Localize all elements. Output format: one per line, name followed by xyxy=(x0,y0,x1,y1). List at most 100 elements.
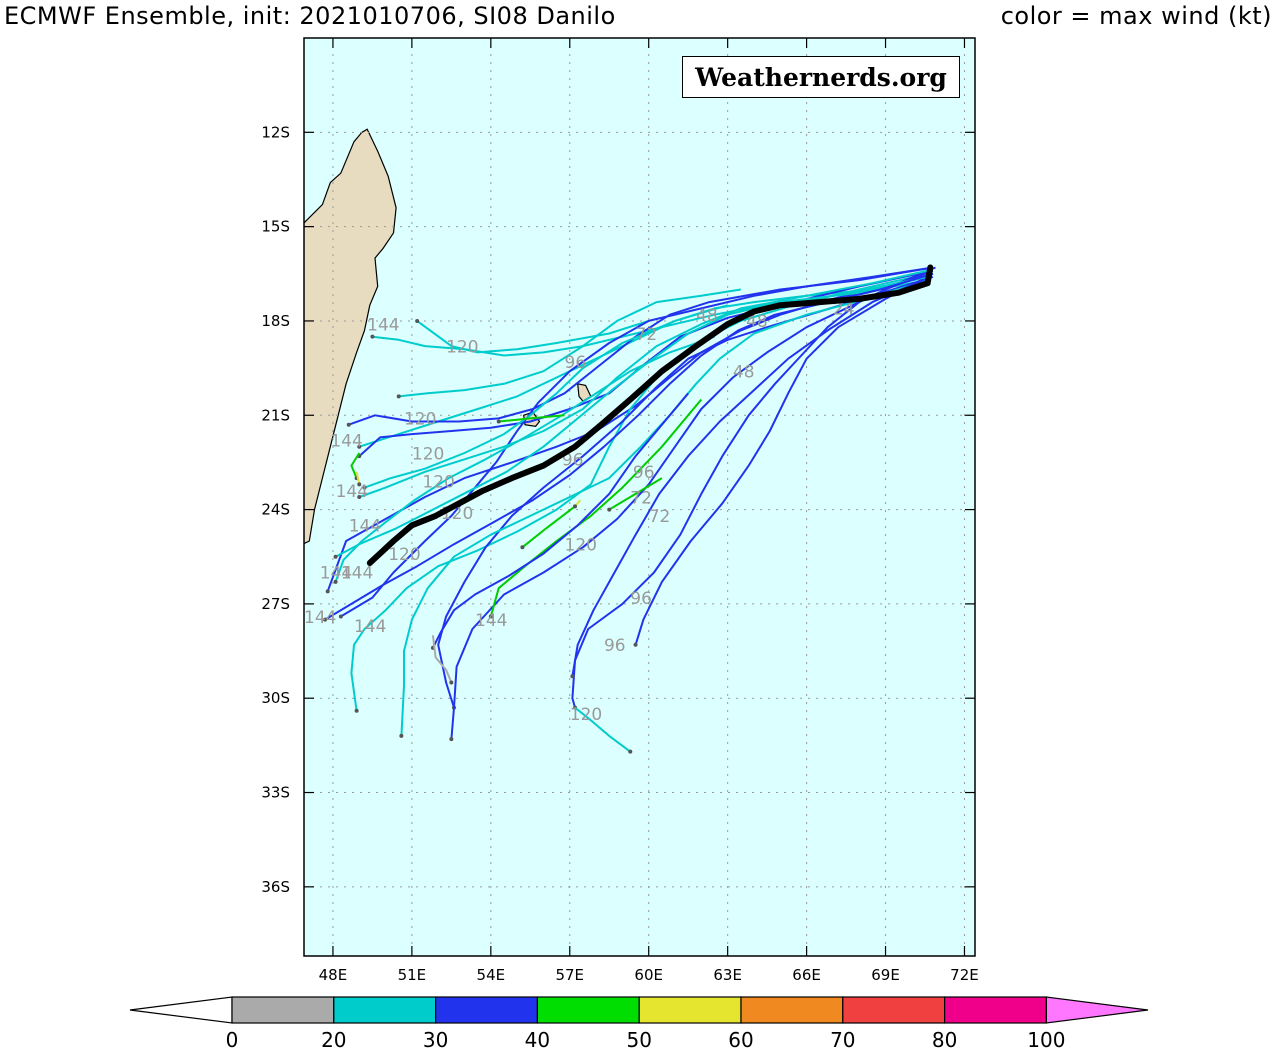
colorbar-under-arrow xyxy=(129,996,233,1024)
forecast-hour-label: 96 xyxy=(633,463,655,483)
colorbar-bin xyxy=(333,996,437,1024)
track-end-marker xyxy=(607,507,612,512)
forecast-hour-label: 144 xyxy=(367,315,399,335)
forecast-hour-label: 96 xyxy=(630,589,652,609)
colorbar-label: 60 xyxy=(728,1028,753,1052)
forecast-hour-label: 144 xyxy=(320,564,352,584)
ensemble-member-track xyxy=(571,266,936,708)
colorbar-bin xyxy=(231,996,335,1024)
colorbar-label: 100 xyxy=(1027,1028,1065,1052)
colorbar-label: 40 xyxy=(525,1028,550,1052)
ensemble-member-track xyxy=(498,414,565,423)
colorbar-bin xyxy=(638,996,742,1024)
ensemble-member-track xyxy=(340,266,934,618)
latitude-tick-label: 30S xyxy=(261,689,290,707)
madagascar-landmass xyxy=(304,128,397,545)
forecast-hour-label: 96 xyxy=(604,636,626,656)
forecast-hour-label: 72 xyxy=(649,507,671,527)
colorbar-bin xyxy=(740,996,844,1024)
ensemble-member-track xyxy=(358,269,928,498)
track-end-marker xyxy=(496,419,501,424)
track-end-marker xyxy=(323,617,328,622)
track-end-marker xyxy=(333,579,338,584)
ensemble-member-track xyxy=(450,269,934,740)
latitude-tick-label: 24S xyxy=(261,501,290,519)
forecast-hour-label: 48 xyxy=(746,312,768,332)
track-end-marker xyxy=(357,495,362,499)
longitude-tick-label: 57E xyxy=(555,966,584,984)
forecast-hour-label: 24 xyxy=(833,300,855,320)
longitude-tick-label: 69E xyxy=(871,966,900,984)
ensemble-member-track xyxy=(364,304,728,489)
longitude-tick-label: 54E xyxy=(477,966,506,984)
track-end-marker xyxy=(354,708,359,713)
forecast-hour-label: 120 xyxy=(565,535,597,555)
colorbar-label: 50 xyxy=(626,1028,651,1052)
forecast-hour-label: 48 xyxy=(696,306,718,326)
brand-watermark: Weathernerds.org xyxy=(682,56,960,98)
track-end-marker xyxy=(357,482,362,487)
forecast-hour-label: 144 xyxy=(349,517,381,537)
latitude-tick-label: 15S xyxy=(261,218,290,236)
longitude-tick-label: 48E xyxy=(319,966,348,984)
latitude-tick-label: 12S xyxy=(261,123,290,141)
colorbar-over-arrow xyxy=(1045,996,1149,1024)
ensemble-member-track xyxy=(398,288,741,398)
forecast-hour-label: 144 xyxy=(475,611,507,631)
forecast-hour-label: 48 xyxy=(733,363,755,383)
longitude-tick-label: 60E xyxy=(634,966,663,984)
ensemble-member-track xyxy=(634,272,934,646)
colorbar-label: 30 xyxy=(423,1028,448,1052)
forecast-hour-label: 120 xyxy=(404,410,436,430)
track-end-marker xyxy=(449,737,454,742)
ensemble-member-track xyxy=(400,279,928,736)
track-end-marker xyxy=(338,614,343,619)
latitude-tick-label: 27S xyxy=(261,595,290,613)
latitude-tick-label: 33S xyxy=(261,784,290,802)
forecast-hour-label: 144 xyxy=(336,482,368,502)
ensemble-member-track xyxy=(432,392,689,649)
track-end-marker xyxy=(362,485,367,490)
track-end-marker xyxy=(633,642,638,647)
forecast-hour-label: 72 xyxy=(636,325,658,345)
track-end-marker xyxy=(488,614,493,619)
track-end-marker xyxy=(370,334,375,339)
forecast-hour-label: 72 xyxy=(630,488,652,508)
graticule xyxy=(304,38,975,956)
track-end-marker xyxy=(570,674,575,679)
forecast-hour-label: 120 xyxy=(422,473,454,493)
ensemble-member-track xyxy=(350,452,361,479)
forecast-hour-label: 120 xyxy=(446,337,478,357)
latitude-tick-label: 18S xyxy=(261,312,290,330)
forecast-hour-label: 120 xyxy=(388,545,420,565)
ensemble-member-track xyxy=(355,471,361,485)
track-end-marker xyxy=(399,733,404,738)
track-end-marker xyxy=(449,680,454,685)
colorbar-label: 20 xyxy=(321,1028,346,1052)
mean-track-layer xyxy=(366,264,934,566)
ensemble-member-track xyxy=(416,319,650,354)
forecast-hour-label: 120 xyxy=(570,705,602,725)
ensemble-member-track xyxy=(574,706,631,753)
colorbar-bin xyxy=(435,996,539,1024)
longitude-tick-label: 66E xyxy=(792,966,821,984)
track-end-marker xyxy=(396,394,401,399)
colorbar-bin xyxy=(536,996,640,1024)
latitude-tick-label: 21S xyxy=(261,406,290,424)
track-end-marker xyxy=(357,444,362,449)
forecast-hour-label: 144 xyxy=(341,564,373,584)
color-legend-note: color = max wind (kt) xyxy=(1000,2,1272,30)
forecast-hour-label: 144 xyxy=(304,608,336,628)
track-end-marker xyxy=(325,589,330,594)
axis-ticks: 12S 15S 18S 21S 24S 27S 30S 33S 36S 48E 51E 54E 57E 6… xyxy=(261,38,979,984)
ensemble-member-track xyxy=(348,266,934,426)
longitude-tick-label: 72E xyxy=(950,966,979,984)
colorbar-label: 0 xyxy=(226,1028,239,1052)
forecast-hour-label: 96 xyxy=(565,353,587,373)
latitude-tick-label: 36S xyxy=(261,878,290,896)
ensemble-member-track xyxy=(324,272,934,621)
colorbar-label: 70 xyxy=(830,1028,855,1052)
chart-title: ECMWF Ensemble, init: 2021010706, SI08 D… xyxy=(4,2,616,30)
